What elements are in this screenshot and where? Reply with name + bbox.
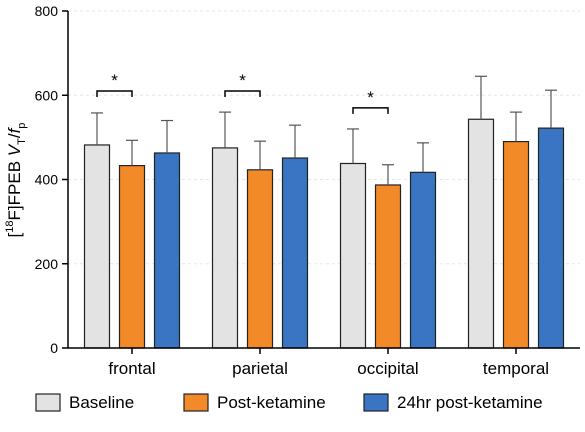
- bar: [281, 157, 309, 349]
- legend: Baseline Post-ketamine 24hr post-ketamine: [35, 393, 543, 412]
- significance-bracket: [352, 107, 389, 114]
- y-tick-label: 0: [50, 340, 58, 356]
- legend-swatch: [35, 393, 61, 412]
- significance-star: *: [111, 71, 118, 90]
- y-tick-label: 400: [35, 172, 59, 188]
- x-tick-label: parietal: [232, 359, 288, 378]
- bar: [211, 147, 239, 349]
- legend-label: Baseline: [69, 393, 134, 412]
- significance-star: *: [367, 88, 374, 107]
- y-tick-label: 200: [35, 256, 59, 272]
- significance-markers: * * *: [96, 71, 389, 114]
- significance-star: *: [239, 71, 246, 90]
- bars: [83, 75, 565, 349]
- legend-label: Post-ketamine: [217, 393, 326, 412]
- y-tick-label: 600: [35, 87, 59, 103]
- bar: [537, 127, 565, 349]
- bar: [246, 169, 274, 349]
- gridlines: [68, 10, 580, 265]
- bar: [83, 144, 111, 349]
- bar: [339, 162, 367, 349]
- significance-bracket: [224, 90, 261, 98]
- legend-swatch: [363, 393, 389, 412]
- x-tick-label: frontal: [108, 359, 155, 378]
- bar: [409, 171, 437, 349]
- legend-swatch: [183, 393, 209, 412]
- bar: [118, 164, 146, 349]
- bar: [374, 184, 402, 349]
- y-tick-label: 800: [35, 3, 59, 19]
- x-tick-label: occipital: [357, 359, 418, 378]
- bar: [153, 152, 181, 349]
- significance-bracket: [96, 90, 133, 98]
- y-axis-label: [18F]FPEB VT/fp: [4, 123, 28, 238]
- axes: 0 200 400 600 800 frontal parietal occipital tem…: [35, 3, 580, 378]
- legend-label: 24hr post-ketamine: [397, 393, 543, 412]
- bar: [467, 118, 495, 349]
- x-tick-label: temporal: [483, 359, 549, 378]
- bar: [502, 140, 530, 349]
